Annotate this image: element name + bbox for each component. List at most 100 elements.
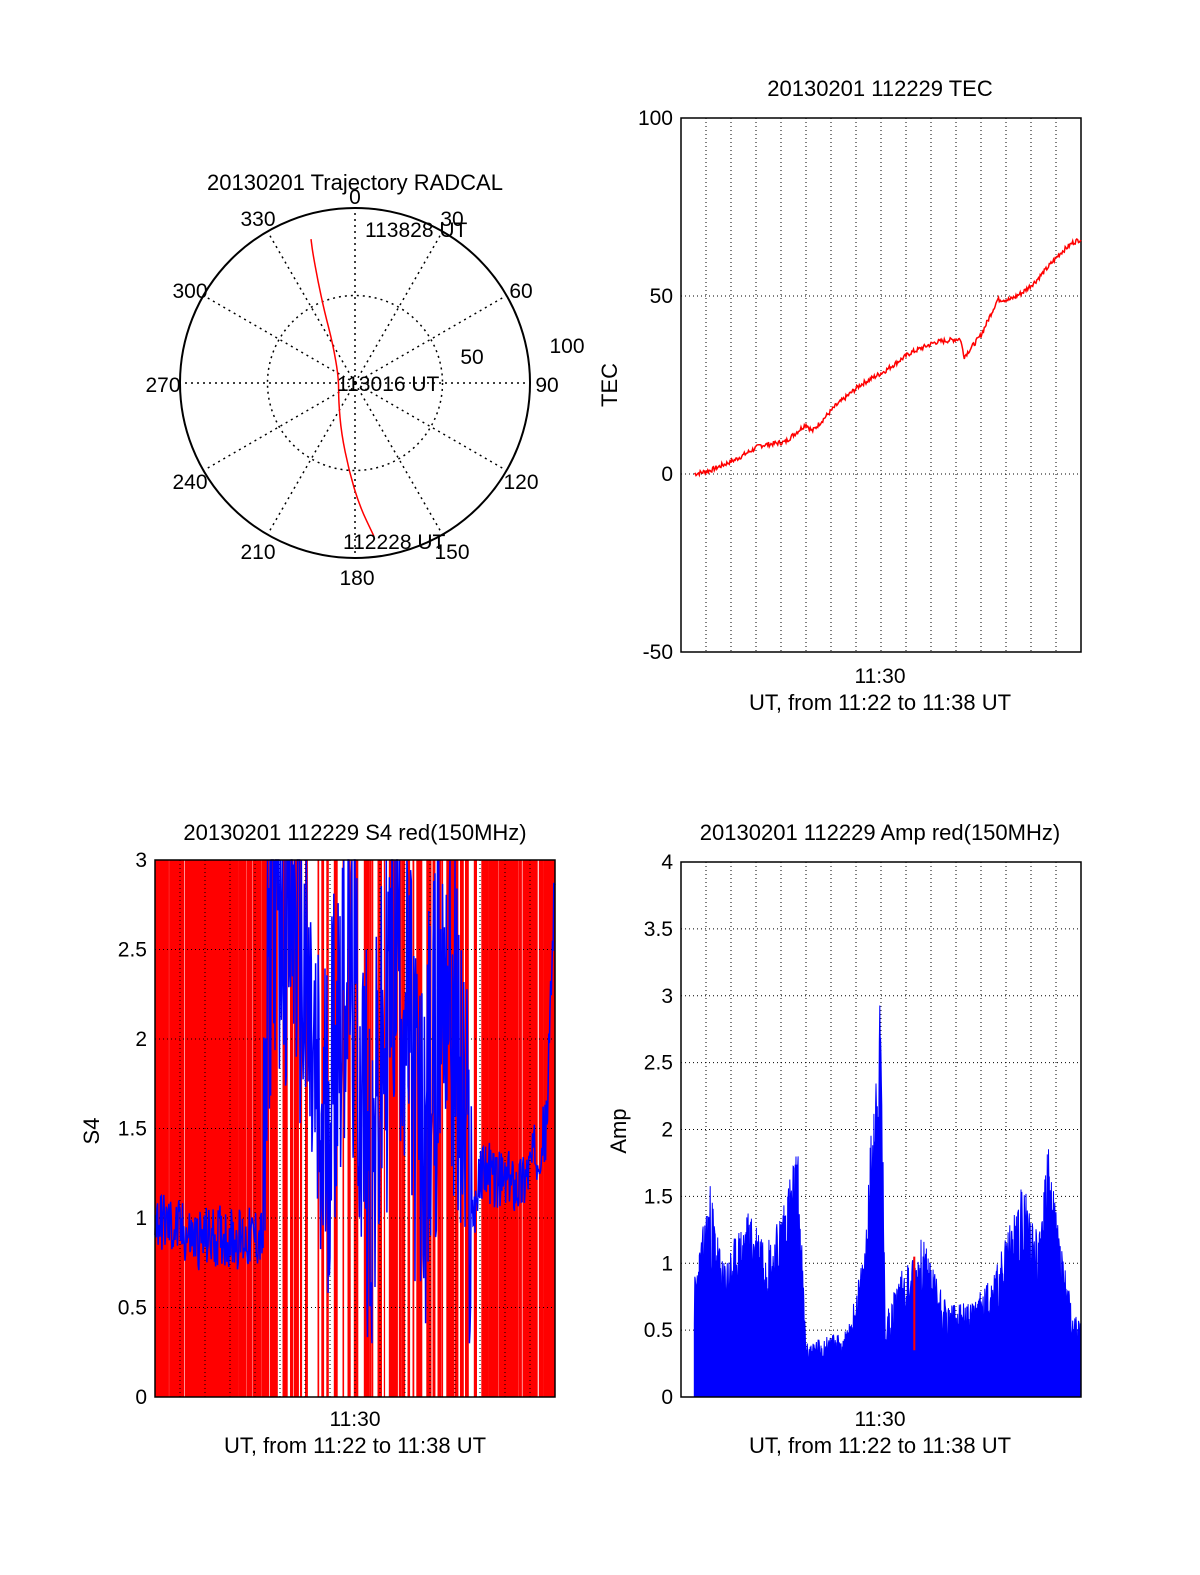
s4-red-bar bbox=[221, 860, 224, 1397]
s4-red-bar bbox=[240, 860, 242, 1397]
amp-ytick-label: 3.5 bbox=[644, 918, 673, 941]
polar-chart: 20130201 Trajectory RADCAL 0 30 60 90 12… bbox=[145, 170, 584, 590]
s4-red-bar bbox=[532, 860, 534, 1397]
s4-red-bar bbox=[270, 860, 272, 1397]
az-label-300: 300 bbox=[172, 280, 207, 303]
amp-ytick-label: 0.5 bbox=[644, 1319, 673, 1342]
polar-grid-spoke bbox=[266, 231, 356, 384]
s4-red-bar bbox=[285, 860, 287, 1397]
s4-red-bar bbox=[508, 860, 511, 1397]
s4-ytick-label: 2 bbox=[135, 1028, 147, 1051]
amp-chart: 20130201 112229 Amp red(150MHz) 0 0.5 1 … bbox=[606, 820, 1082, 1458]
polar-grid-spoke bbox=[354, 231, 444, 384]
amp-xtick-label: 11:30 bbox=[855, 1408, 906, 1431]
s4-red-bar bbox=[448, 860, 453, 1397]
az-label-330: 330 bbox=[240, 208, 275, 231]
amp-ytick-label: 0 bbox=[661, 1386, 673, 1409]
az-label-120: 120 bbox=[503, 471, 538, 494]
s4-red-bar bbox=[300, 860, 303, 1397]
s4-red-bar bbox=[496, 860, 499, 1397]
s4-red-bar bbox=[485, 860, 488, 1397]
trajectory-start-label: 112228 UT bbox=[343, 531, 446, 554]
s4-red-bar bbox=[492, 860, 495, 1397]
s4-red-bar bbox=[392, 860, 396, 1397]
s4-red-bar bbox=[167, 860, 169, 1397]
az-label-30: 30 bbox=[440, 208, 463, 231]
s4-red-bar bbox=[525, 860, 527, 1397]
s4-red-bar bbox=[223, 860, 225, 1397]
s4-red-bar bbox=[512, 860, 514, 1397]
az-label-240: 240 bbox=[172, 471, 207, 494]
s4-red-bar bbox=[260, 860, 262, 1397]
az-label-150: 150 bbox=[434, 541, 469, 564]
s4-red-bar bbox=[232, 860, 235, 1397]
s4-y-axis-label: S4 bbox=[79, 1118, 104, 1145]
s4-ytick-label: 0 bbox=[135, 1386, 147, 1409]
amp-y-ticks: 0 0.5 1 1.5 2 2.5 3 3.5 4 bbox=[644, 851, 674, 1409]
s4-red-bar bbox=[225, 860, 229, 1397]
s4-red-bar bbox=[356, 860, 358, 1397]
s4-red-bar bbox=[408, 860, 410, 1397]
s4-chart: 20130201 112229 S4 red(150MHz) 0 0.5 1 1… bbox=[79, 820, 556, 1458]
tec-title: 20130201 112229 TEC bbox=[767, 76, 993, 101]
s4-red-bar bbox=[163, 860, 166, 1397]
s4-ytick-label: 1.5 bbox=[118, 1118, 147, 1141]
amp-ytick-label: 3 bbox=[661, 985, 673, 1008]
s4-xtick-label: 11:30 bbox=[330, 1408, 381, 1431]
s4-red-bar bbox=[517, 860, 519, 1397]
s4-red-bar bbox=[160, 860, 162, 1397]
tec-grid bbox=[681, 118, 1081, 652]
s4-red-bar bbox=[497, 860, 499, 1397]
s4-red-bar bbox=[348, 860, 351, 1397]
s4-red-bar bbox=[293, 860, 296, 1397]
az-label-0: 0 bbox=[349, 186, 361, 209]
tec-ytick-label: 0 bbox=[661, 463, 673, 486]
s4-red-bar bbox=[536, 860, 538, 1397]
az-label-90: 90 bbox=[535, 374, 558, 397]
amp-ytick-label: 4 bbox=[661, 851, 673, 874]
s4-red-bar bbox=[247, 860, 249, 1397]
s4-red-bar bbox=[215, 860, 218, 1397]
s4-red-bar bbox=[187, 860, 190, 1397]
amp-ytick-label: 2 bbox=[661, 1119, 673, 1142]
polar-grid-ring bbox=[266, 294, 444, 472]
amp-y-axis-label: Amp bbox=[606, 1108, 631, 1153]
amp-x-axis-label: UT, from 11:22 to 11:38 UT bbox=[749, 1433, 1011, 1458]
tec-x-axis-label: UT, from 11:22 to 11:38 UT bbox=[749, 690, 1011, 715]
amp-blue-series-area bbox=[693, 1005, 1082, 1398]
s4-red-bar bbox=[271, 860, 273, 1397]
s4-red-bar bbox=[383, 860, 386, 1397]
s4-red-bar bbox=[296, 860, 299, 1397]
tec-ytick-label: -50 bbox=[643, 641, 673, 664]
s4-red-bar bbox=[168, 860, 170, 1397]
tec-chart: 20130201 112229 TEC -50 0 50 100 11:30 U… bbox=[597, 76, 1082, 715]
tec-xtick-label: 11:30 bbox=[855, 665, 906, 688]
s4-red-bar bbox=[305, 860, 308, 1397]
s4-red-bar bbox=[165, 860, 168, 1397]
s4-ytick-label: 3 bbox=[135, 849, 147, 872]
s4-title: 20130201 112229 S4 red(150MHz) bbox=[183, 820, 526, 845]
s4-red-bar bbox=[487, 860, 489, 1397]
trajectory-mid-label: 113016 UT bbox=[337, 373, 440, 396]
s4-red-bar bbox=[370, 860, 372, 1397]
s4-red-bar bbox=[156, 860, 158, 1397]
amp-ytick-label: 1.5 bbox=[644, 1185, 673, 1208]
s4-red-bar bbox=[520, 860, 522, 1397]
s4-red-bar bbox=[275, 860, 278, 1397]
s4-red-bar bbox=[197, 860, 200, 1397]
tec-y-axis-label: TEC bbox=[597, 363, 622, 407]
az-label-270: 270 bbox=[145, 374, 180, 397]
polar-azimuth-labels: 0 30 60 90 120 150 180 210 240 270 300 3… bbox=[145, 186, 558, 590]
s4-red-bar bbox=[237, 860, 239, 1397]
amp-plot-frame bbox=[680, 861, 1082, 1398]
polar-grid-spoke bbox=[203, 382, 356, 472]
s4-red-bar bbox=[388, 860, 392, 1397]
polar-grid-spoke bbox=[266, 382, 356, 535]
s4-red-bar bbox=[441, 860, 444, 1397]
tec-plot-frame bbox=[680, 117, 1082, 653]
az-label-210: 210 bbox=[240, 541, 275, 564]
s4-red-bar bbox=[261, 860, 263, 1397]
s4-red-bar bbox=[495, 860, 498, 1397]
amp-ytick-label: 2.5 bbox=[644, 1052, 673, 1075]
